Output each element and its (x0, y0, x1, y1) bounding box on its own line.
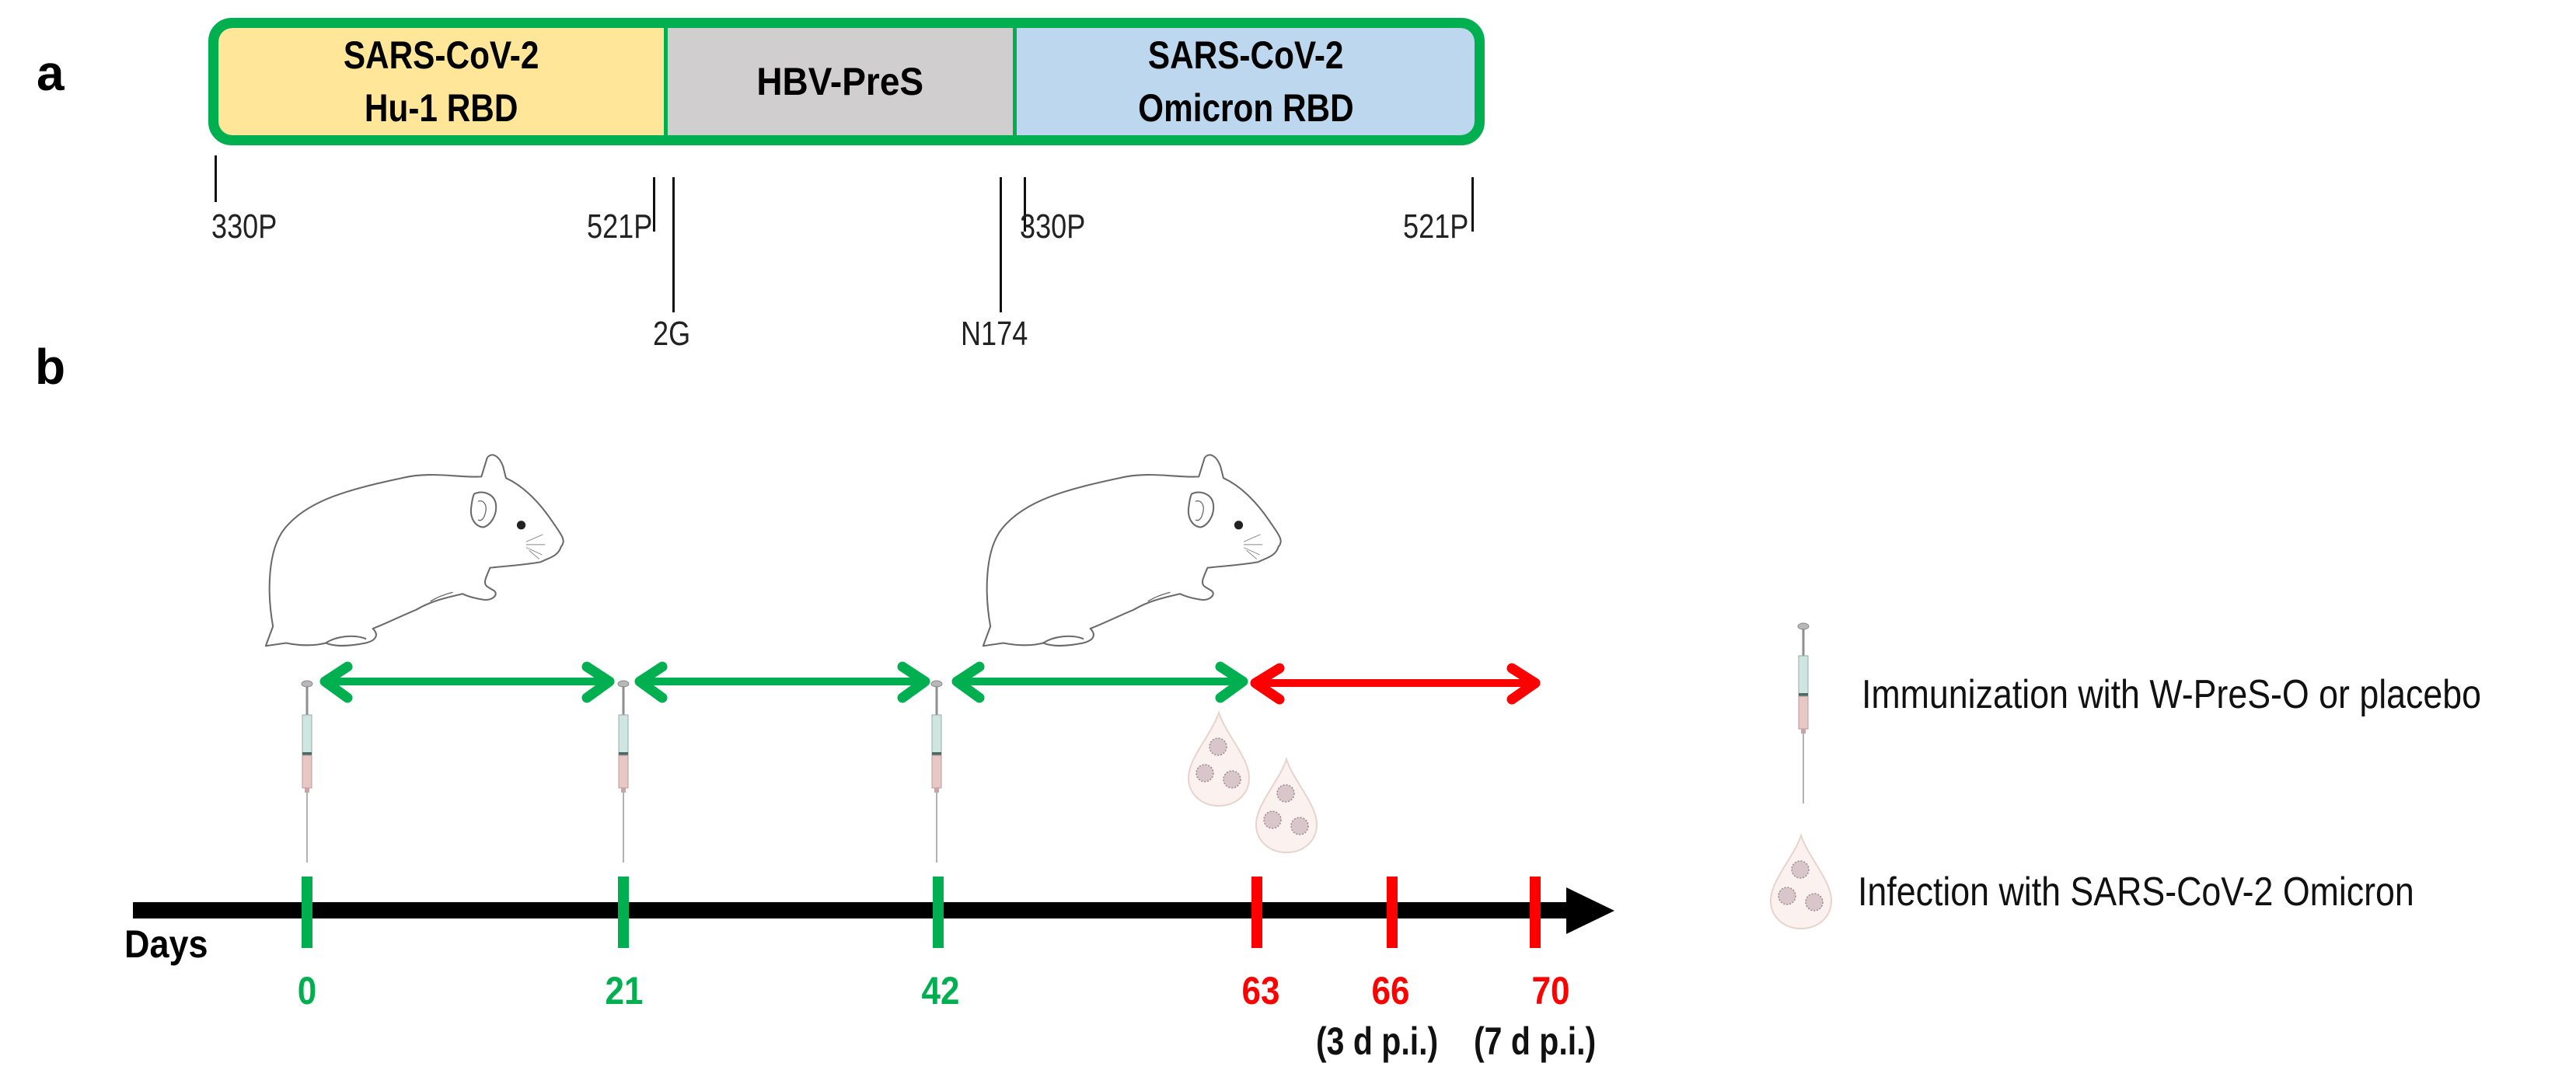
tick-521p-2 (1471, 177, 1474, 232)
hamster-icon (264, 454, 564, 647)
virus-droplet-icon (1187, 709, 1251, 807)
position-label: 330P (211, 207, 277, 246)
syringe-icon (1797, 622, 1810, 803)
day-tick-21 (618, 877, 629, 948)
domain-hbv-pres: HBV-PreS (668, 28, 1013, 135)
tick-521p-1 (653, 177, 655, 232)
syringe-icon (617, 680, 630, 863)
position-label: 521P (587, 207, 653, 246)
fusion-construct-bar: SARS-CoV-2 Hu-1 RBD HBV-PreS SARS-CoV-2 Om… (208, 18, 1485, 145)
domain-hu1-line2: Hu-1 RBD (364, 86, 518, 130)
day-tick-63 (1251, 877, 1262, 948)
legend-infection-text: Infection with SARS-CoV-2 Omicron (1858, 870, 2414, 915)
domain-omicron-rbd: SARS-CoV-2 Omicron RBD (1017, 28, 1475, 135)
day-label: 66 (1371, 969, 1410, 1013)
legend-immunization-text: Immunization with W-PreS-O or placebo (1862, 672, 2481, 717)
tick-330p-2 (1024, 177, 1026, 232)
domain-omi-line1: SARS-CoV-2 (1147, 33, 1344, 77)
panel-b-label: b (35, 339, 66, 395)
day-label: 63 (1241, 969, 1280, 1013)
domain-hu1-line1: SARS-CoV-2 (343, 33, 539, 77)
timeline-arrowhead-icon (1566, 887, 1614, 934)
domain-pres-line1: HBV-PreS (756, 60, 924, 103)
day-label: 21 (605, 969, 644, 1013)
position-label: 2G (653, 315, 691, 353)
day-tick-42 (933, 877, 944, 948)
syringe-icon (930, 680, 943, 863)
panel-a-label: a (37, 45, 65, 101)
hamster-icon (982, 454, 1282, 647)
virus-droplet-icon (1255, 756, 1318, 854)
tick-2g (672, 177, 675, 312)
day-tick-0 (302, 877, 312, 948)
day-label: 0 (297, 969, 317, 1013)
tick-n174 (1000, 177, 1002, 312)
day-label: 70 (1531, 969, 1570, 1013)
position-label: N174 (961, 315, 1028, 353)
position-label: 521P (1403, 207, 1469, 246)
position-label: 330P (1020, 207, 1086, 246)
day-tick-70 (1530, 877, 1541, 948)
domain-omi-line2: Omicron RBD (1137, 86, 1354, 130)
domain-hu1-rbd: SARS-CoV-2 Hu-1 RBD (218, 28, 664, 135)
timeline-axis (133, 902, 1571, 918)
post-infection-note: (3 d p.i.) (1316, 1019, 1439, 1063)
day-tick-66 (1387, 877, 1398, 948)
day-label: 42 (921, 969, 960, 1013)
virus-droplet-icon (1769, 832, 1833, 930)
syringe-icon (301, 680, 313, 863)
days-axis-label: Days (124, 922, 208, 966)
post-infection-note: (7 d p.i.) (1474, 1019, 1597, 1063)
tick-330p-1 (215, 155, 217, 202)
